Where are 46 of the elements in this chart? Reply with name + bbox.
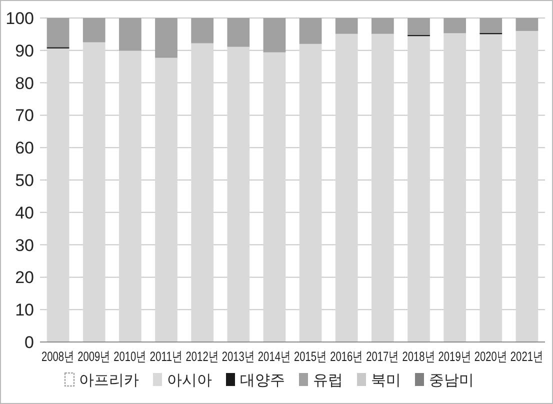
legend-label: 북미 [371,372,401,389]
y-tick-label: 20 [15,268,34,288]
y-tick-label: 30 [15,236,34,255]
bar [227,46,250,342]
legend-label: 아시아 [167,372,212,389]
bar [118,18,142,51]
bar [516,18,538,31]
legend-label: 아프리카 [79,372,139,389]
legend-label: 대양주 [240,372,285,389]
y-tick-label: 40 [15,203,34,222]
bar [408,36,430,342]
bar [408,18,430,35]
y-tick-label: 50 [15,171,34,190]
bar [480,34,502,342]
y-tick-label: 80 [15,74,34,93]
bar [82,42,106,342]
bar [155,18,178,58]
bar [299,44,322,342]
y-tick-label: 0 [24,333,34,352]
bar [82,18,106,42]
legend-label: 유럽 [313,372,343,389]
bar [371,18,394,34]
bar [516,30,538,342]
y-tick-label: 70 [15,106,34,126]
bar [227,18,250,47]
bar [444,18,466,34]
bar [118,50,142,342]
bar [263,18,286,52]
legend-label: 중남미 [429,372,474,389]
bar [444,33,466,342]
bar [335,18,358,34]
bar [335,34,358,342]
bar [371,34,394,342]
bar [480,18,502,33]
bar [299,18,322,44]
y-tick-label: 10 [15,300,34,320]
bar [263,52,286,342]
y-tick-label: 90 [15,41,34,60]
bar [191,43,214,342]
bar [46,18,70,48]
bar [155,58,178,342]
y-tick-label: 60 [15,138,34,158]
bar [191,18,214,44]
x-tick-label: 2021년 [510,349,553,364]
bar [46,48,70,342]
y-tick-label: 100 [6,9,34,28]
